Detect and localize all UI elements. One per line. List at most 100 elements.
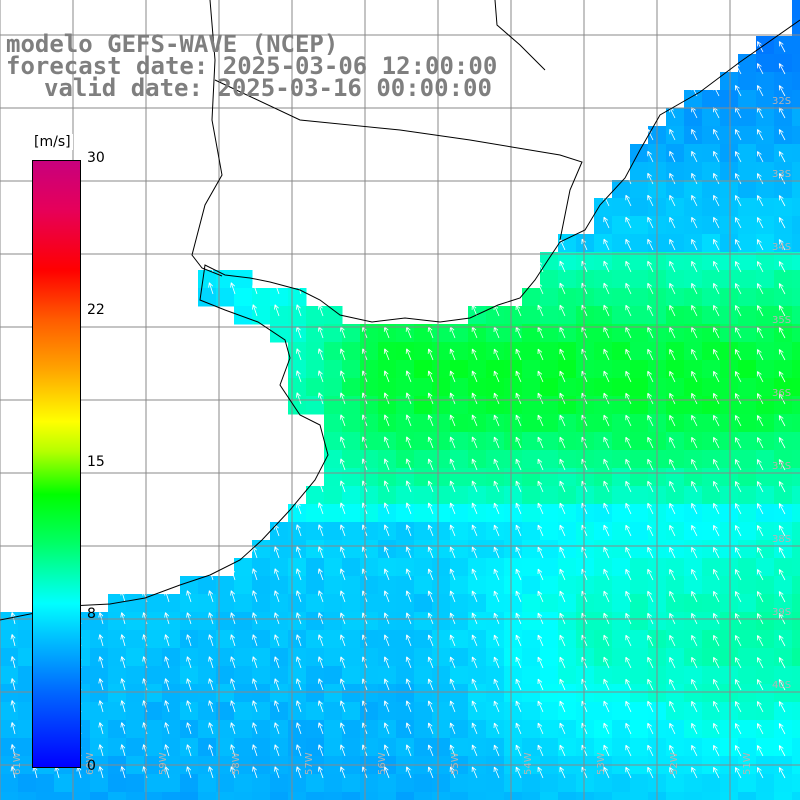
wind-cell [630, 576, 649, 595]
wind-cell [468, 594, 487, 613]
wind-cell [540, 342, 559, 361]
wind-cell [738, 252, 757, 271]
wind-cell [720, 684, 739, 703]
wind-cell [324, 648, 343, 667]
wind-cell [630, 738, 649, 757]
wind-cell [180, 630, 199, 649]
wind-cell [126, 684, 145, 703]
wind-cell [396, 450, 415, 469]
wind-cell [270, 558, 289, 577]
wind-cell [594, 288, 613, 307]
wind-cell [288, 666, 307, 685]
wind-cell [450, 648, 469, 667]
wind-cell [108, 774, 127, 793]
lat-label: 38S [772, 534, 791, 545]
wind-cell [468, 774, 487, 793]
wind-cell [468, 540, 487, 559]
wind-cell [684, 720, 703, 739]
wind-cell [774, 342, 793, 361]
wind-cell [630, 684, 649, 703]
wind-cell [180, 702, 199, 721]
wind-cell [774, 108, 793, 127]
wind-cell [558, 774, 577, 793]
wind-cell [774, 504, 793, 523]
wind-cell [72, 792, 91, 800]
wind-cell [792, 666, 800, 685]
wind-cell [702, 558, 721, 577]
wind-cell [576, 576, 595, 595]
wind-cell [450, 576, 469, 595]
wind-cell [504, 522, 523, 541]
wind-cell [144, 648, 163, 667]
wind-cell [198, 738, 217, 757]
wind-cell [432, 468, 451, 487]
wind-cell [234, 558, 253, 577]
wind-cell [756, 180, 775, 199]
wind-cell [486, 594, 505, 613]
wind-cell [306, 360, 325, 379]
wind-cell [504, 702, 523, 721]
border-line [215, 80, 582, 240]
wind-cell [612, 774, 631, 793]
wind-cell [702, 594, 721, 613]
wind-cell [504, 774, 523, 793]
wind-cell [576, 558, 595, 577]
wind-cell [396, 648, 415, 667]
wind-cell [576, 594, 595, 613]
wind-cell [702, 360, 721, 379]
wind-cell [288, 288, 307, 307]
wind-cell [432, 666, 451, 685]
wind-cell [432, 702, 451, 721]
wind-cell [774, 72, 793, 91]
wind-cell [306, 558, 325, 577]
wind-cell [756, 252, 775, 271]
wind-cell [702, 126, 721, 145]
wind-cell [666, 504, 685, 523]
wind-cell [360, 360, 379, 379]
wind-cell [432, 414, 451, 433]
wind-cell [324, 396, 343, 415]
wind-cell [360, 684, 379, 703]
wind-cell [792, 162, 800, 181]
wind-cell [468, 576, 487, 595]
wind-cell [702, 792, 721, 800]
wind-cell [540, 666, 559, 685]
wind-cell [504, 648, 523, 667]
wind-cell [612, 252, 631, 271]
wind-cell [396, 504, 415, 523]
wind-cell [126, 666, 145, 685]
wind-cell [774, 198, 793, 217]
lat-label: 34S [772, 242, 791, 253]
wind-cell [450, 450, 469, 469]
wind-cell [666, 792, 685, 800]
wind-cell [252, 594, 271, 613]
wind-cell [630, 630, 649, 649]
wind-cell [468, 378, 487, 397]
wind-cell [792, 558, 800, 577]
wind-cell [594, 522, 613, 541]
wind-cell [594, 342, 613, 361]
wind-cell [702, 774, 721, 793]
wind-cell [342, 468, 361, 487]
wind-cell [558, 792, 577, 800]
wind-cell [576, 378, 595, 397]
wind-cell [468, 558, 487, 577]
wind-cell [414, 414, 433, 433]
wind-cell [792, 252, 800, 271]
wind-cell [522, 774, 541, 793]
wind-cell [126, 648, 145, 667]
wind-cell [234, 576, 253, 595]
wind-cell [630, 306, 649, 325]
wind-cell [468, 414, 487, 433]
wind-cell [468, 306, 487, 325]
wind-cell [774, 252, 793, 271]
wind-cell [792, 108, 800, 127]
wind-cell [432, 486, 451, 505]
wind-cell [396, 576, 415, 595]
wind-cell [198, 774, 217, 793]
wind-cell [612, 792, 631, 800]
wind-cell [504, 792, 523, 800]
wind-cell [252, 720, 271, 739]
wind-cell [612, 684, 631, 703]
wind-cell [666, 612, 685, 631]
